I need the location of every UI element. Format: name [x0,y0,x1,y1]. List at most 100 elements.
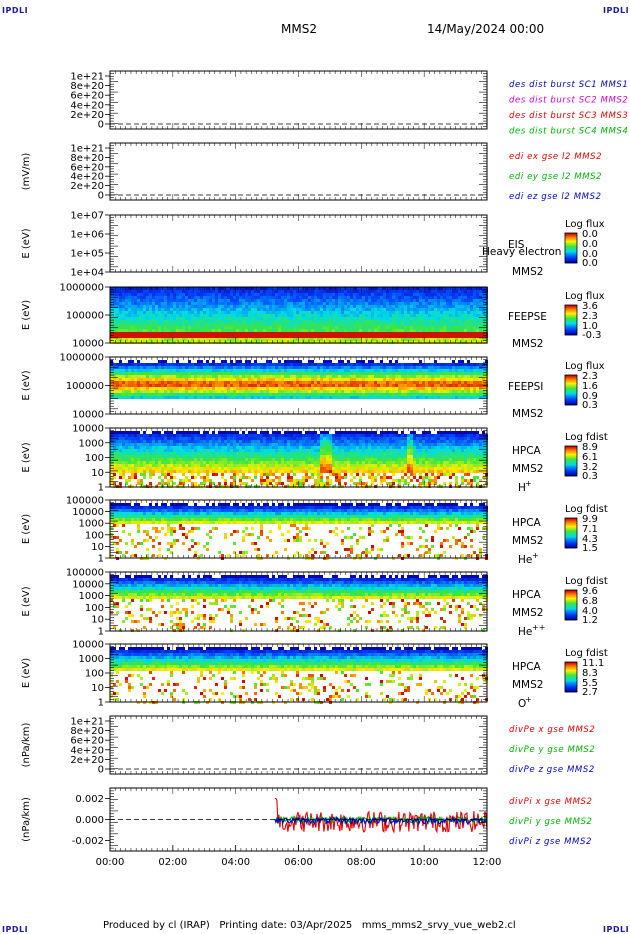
legend-entry: des dist burst SC3 MMS3 [509,111,628,121]
colorbar [564,445,578,477]
spectrogram-image-8 [110,575,488,632]
y-tick-label: 6e+20 [70,162,104,173]
y-tick-label: 6e+20 [70,736,104,747]
y-axis-label: E (eV) [21,658,32,688]
y-tick-label: 10000 [72,507,104,518]
species-charge-label: + [525,695,532,704]
x-axis: 00:00 02:00 04:00 06:00 08:00 10:00 12:00 [96,71,502,868]
colorbar [564,589,578,621]
y-tick-label: 10 [91,542,104,553]
instrument-label: FEEPSI [508,381,543,393]
legend-entry: divPi x gse MMS2 [509,797,593,807]
footer-line: Produced by cl (IRAP) Printing date: 03/… [103,920,516,931]
y-axis-label: E (eV) [21,442,32,472]
panel-4: 1000000 100000 10000 E (eV) FEEPSE MMS2 Log fl… [21,283,605,351]
corner-label-top-right: IPDLI [603,6,630,15]
y-tick-label: 8e+20 [70,726,104,737]
y-tick-label: 4e+20 [70,100,104,111]
x-tick-label: 12:00 [473,857,502,868]
spectrogram-image-4 [110,287,488,344]
y-tick-label: 6e+20 [70,91,104,102]
y-tick-label: 1e+21 [70,717,104,728]
colorbar-title: Log fdist [565,432,608,443]
y-tick-label: 1 [98,627,104,638]
spectrogram-image-5 [110,360,488,399]
y-tick-label: 1 [98,483,104,494]
panel-frame [109,70,488,130]
y-tick-label: 10000 [72,424,104,435]
colorbar-label: 1.2 [582,615,598,626]
y-tick-label: 4e+20 [70,172,104,183]
y-tick-label: 0.002 [75,794,104,805]
y-tick-label: 100 [85,453,104,464]
colorbar-label: 11.1 [582,658,604,669]
instrument-label: EIS [508,239,525,251]
header-spacecraft: MMS2 [281,22,317,36]
colorbar-label: 7.1 [582,524,598,535]
y-tick-label: 10 [91,468,104,479]
y-tick-label: 1e+21 [70,144,104,155]
colorbar-label: 1.6 [582,381,598,392]
colorbar-label: 2.3 [582,371,598,382]
y-tick-label: 0.000 [75,815,104,826]
y-tick-label: 2e+20 [70,181,104,192]
panel-frame [109,142,488,201]
colorbar-title: Log flux [565,291,605,302]
y-tick-label: 100 [85,603,104,614]
colorbar-title: Log fdist [565,648,608,659]
series-line-3 [274,815,488,826]
instrument-label: HPCA [512,445,542,457]
x-tick-label: 10:00 [410,857,439,868]
spacecraft-label: MMS2 [512,338,543,350]
species-charge-label: + [525,479,532,488]
colorbar-label: 9.6 [582,586,598,597]
legend-entry: des dist burst SC2 MMS2 [509,96,628,106]
footer-filename: mms_mms2_srvy_vue_web2.cl [361,920,516,931]
footer-printing-date: Printing date: 03/Apr/2025 [219,920,353,931]
y-tick-label: 1000000 [59,353,104,364]
x-tick-label: 00:00 [96,857,125,868]
legend-entry: divPi y gse MMS2 [509,817,593,827]
y-tick-label: 1000 [79,591,104,602]
spacecraft-label: MMS2 [512,408,543,420]
instrument-label: HPCA [512,661,542,673]
spacecraft-label: MMS2 [512,463,543,475]
y-tick-label: 10000 [72,640,104,651]
colorbar-label: 4.3 [582,534,598,545]
colorbar-title: Log flux [565,219,605,230]
y-axis-label: (nPa/km) [21,723,32,768]
y-axis-label: E (eV) [21,586,32,616]
y-tick-label: 4e+20 [70,745,104,756]
y-tick-label: 100000 [66,381,104,392]
instrument-label: HPCA [512,589,542,601]
colorbar [564,661,578,693]
panel-9: 10000 1000 100 10 1 E (eV) HPCA MMS2 O+ Log fdist… [21,640,608,711]
colorbar-label: -0.3 [582,330,602,341]
y-tick-label: 0 [98,120,104,131]
colorbar-title: Log fdist [565,576,608,587]
colorbar-label: 0.0 [582,239,598,250]
y-tick-label: 10 [91,683,104,694]
y-axis-label: E (eV) [21,228,32,258]
y-tick-label: 10000 [72,339,104,350]
y-axis-label: E (eV) [21,370,32,400]
overlay-label: Heavy electron to [482,246,575,258]
panel-5: 1000000 100000 10000 E (eV) FEEPSI MMS2 Log fl… [21,353,605,421]
colorbar-label: 9.9 [582,514,598,525]
y-tick-label: 1000 [79,654,104,665]
spacecraft-label: MMS2 [512,266,543,278]
y-tick-label: 100000 [66,568,104,579]
colorbar-label: 3.2 [582,462,598,473]
spectrogram-image-9 [110,647,488,704]
y-tick-label: 2e+20 [70,755,104,766]
corner-label-bottom-right: IPDLI [603,925,630,934]
y-tick-label: 100000 [66,496,104,507]
colorbar [564,304,578,336]
spectrogram-image-6 [110,431,488,488]
colorbar [564,232,578,264]
panel-6: 10000 1000 100 10 1 E (eV) HPCA MMS2 H + Log fdist… [21,424,608,495]
instrument-label: HPCA [512,517,542,529]
